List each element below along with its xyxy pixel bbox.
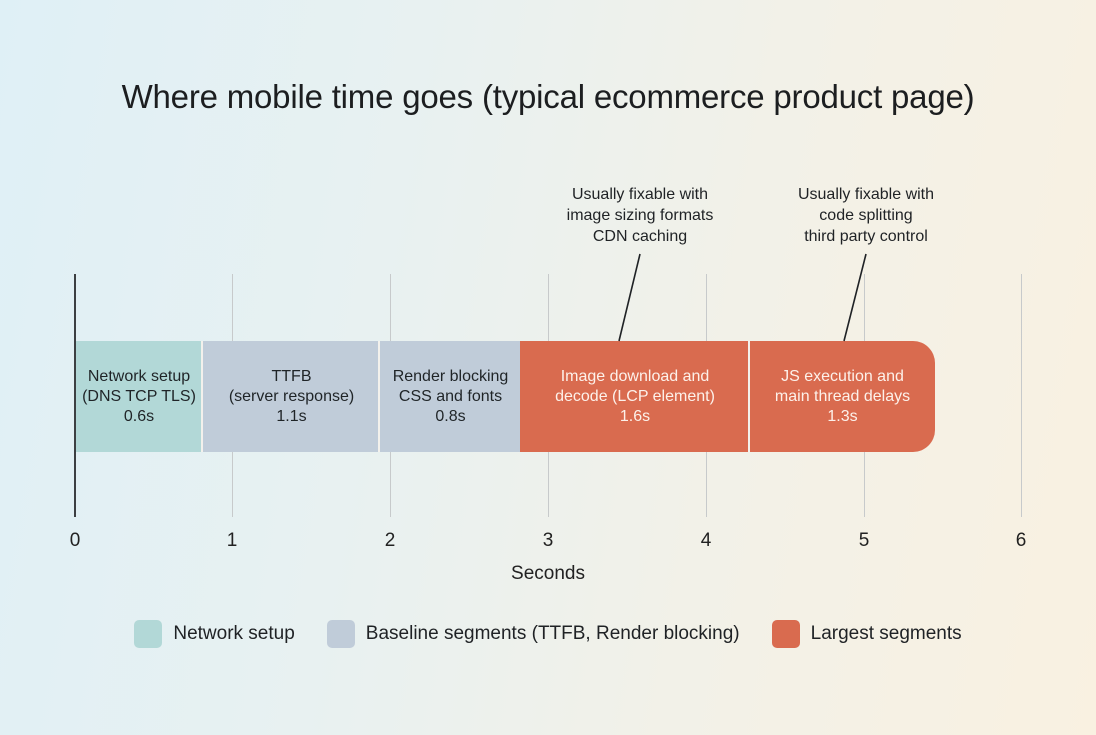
- segment-value: 1.6s: [619, 407, 651, 425]
- segment-render-blocking: Render blocking CSS and fonts 0.8s: [378, 341, 521, 452]
- x-tick-4: 4: [700, 530, 712, 551]
- gridline-6: [1021, 274, 1022, 517]
- x-tick-3: 3: [542, 530, 554, 551]
- x-axis-label: Seconds: [511, 563, 585, 584]
- annotation-line: code splitting: [819, 207, 913, 224]
- x-tick-1: 1: [226, 530, 238, 551]
- chart-title: Where mobile time goes (typical ecommerc…: [121, 78, 975, 115]
- x-tick-5: 5: [858, 530, 870, 551]
- x-tick-6: 6: [1015, 530, 1027, 551]
- segment-ttfb: TTFB (server response) 1.1s: [201, 341, 380, 452]
- segment-value: 0.6s: [123, 407, 155, 425]
- x-tick-2: 2: [384, 530, 396, 551]
- segment-label-line2: CSS and fonts: [398, 387, 503, 405]
- segment-value: 1.1s: [276, 407, 307, 425]
- annotation-image-fix: Usually fixable with image sizing format…: [520, 184, 760, 247]
- segment-label-line1: TTFB: [271, 367, 312, 385]
- segment-label-line2: (DNS TCP TLS): [82, 387, 196, 405]
- annotation-line: third party control: [804, 228, 928, 245]
- segment-value: 1.3s: [827, 407, 858, 425]
- segment-label-line1: JS execution and: [781, 367, 904, 385]
- legend-label: Baseline segments (TTFB, Render blocking…: [365, 623, 740, 644]
- segment-image-download: Image download and decode (LCP element) …: [520, 341, 750, 452]
- annotation-js-fix: Usually fixable with code splitting thir…: [746, 184, 986, 247]
- legend-item-network-setup: Network setup: [134, 620, 295, 648]
- legend-label: Network setup: [173, 623, 295, 644]
- segment-label-line1: Network setup: [87, 367, 191, 385]
- segment-label-line2: (server response): [228, 387, 355, 405]
- annotation-line: Usually fixable with: [797, 186, 935, 203]
- segment-label-line2: main thread delays: [774, 387, 911, 405]
- y-axis-line: [74, 274, 76, 517]
- segment-label-line2: decode (LCP element): [555, 387, 715, 405]
- annotation-line: Usually fixable with: [571, 186, 709, 203]
- segment-label-line1: Image download and: [560, 367, 710, 385]
- segment-js-execution: JS execution and main thread delays 1.3s: [748, 341, 935, 452]
- annotation-line: CDN caching: [592, 228, 688, 245]
- chart-legend: Network setup Baseline segments (TTFB, R…: [0, 620, 1096, 648]
- legend-item-largest: Largest segments: [771, 620, 962, 648]
- segment-label-line1: Render blocking: [392, 367, 509, 385]
- legend-swatch-baseline: [326, 620, 355, 648]
- annotation-line: image sizing formats: [566, 207, 714, 224]
- legend-label: Largest segments: [810, 623, 962, 644]
- legend-swatch-network: [134, 620, 163, 648]
- segment-network-setup: Network setup (DNS TCP TLS) 0.6s: [76, 341, 202, 452]
- legend-item-baseline: Baseline segments (TTFB, Render blocking…: [326, 620, 740, 648]
- segment-value: 0.8s: [435, 407, 466, 425]
- x-tick-0: 0: [69, 530, 81, 551]
- legend-swatch-largest: [771, 620, 800, 648]
- leader-line-image: [618, 253, 641, 342]
- leader-line-js: [843, 253, 867, 342]
